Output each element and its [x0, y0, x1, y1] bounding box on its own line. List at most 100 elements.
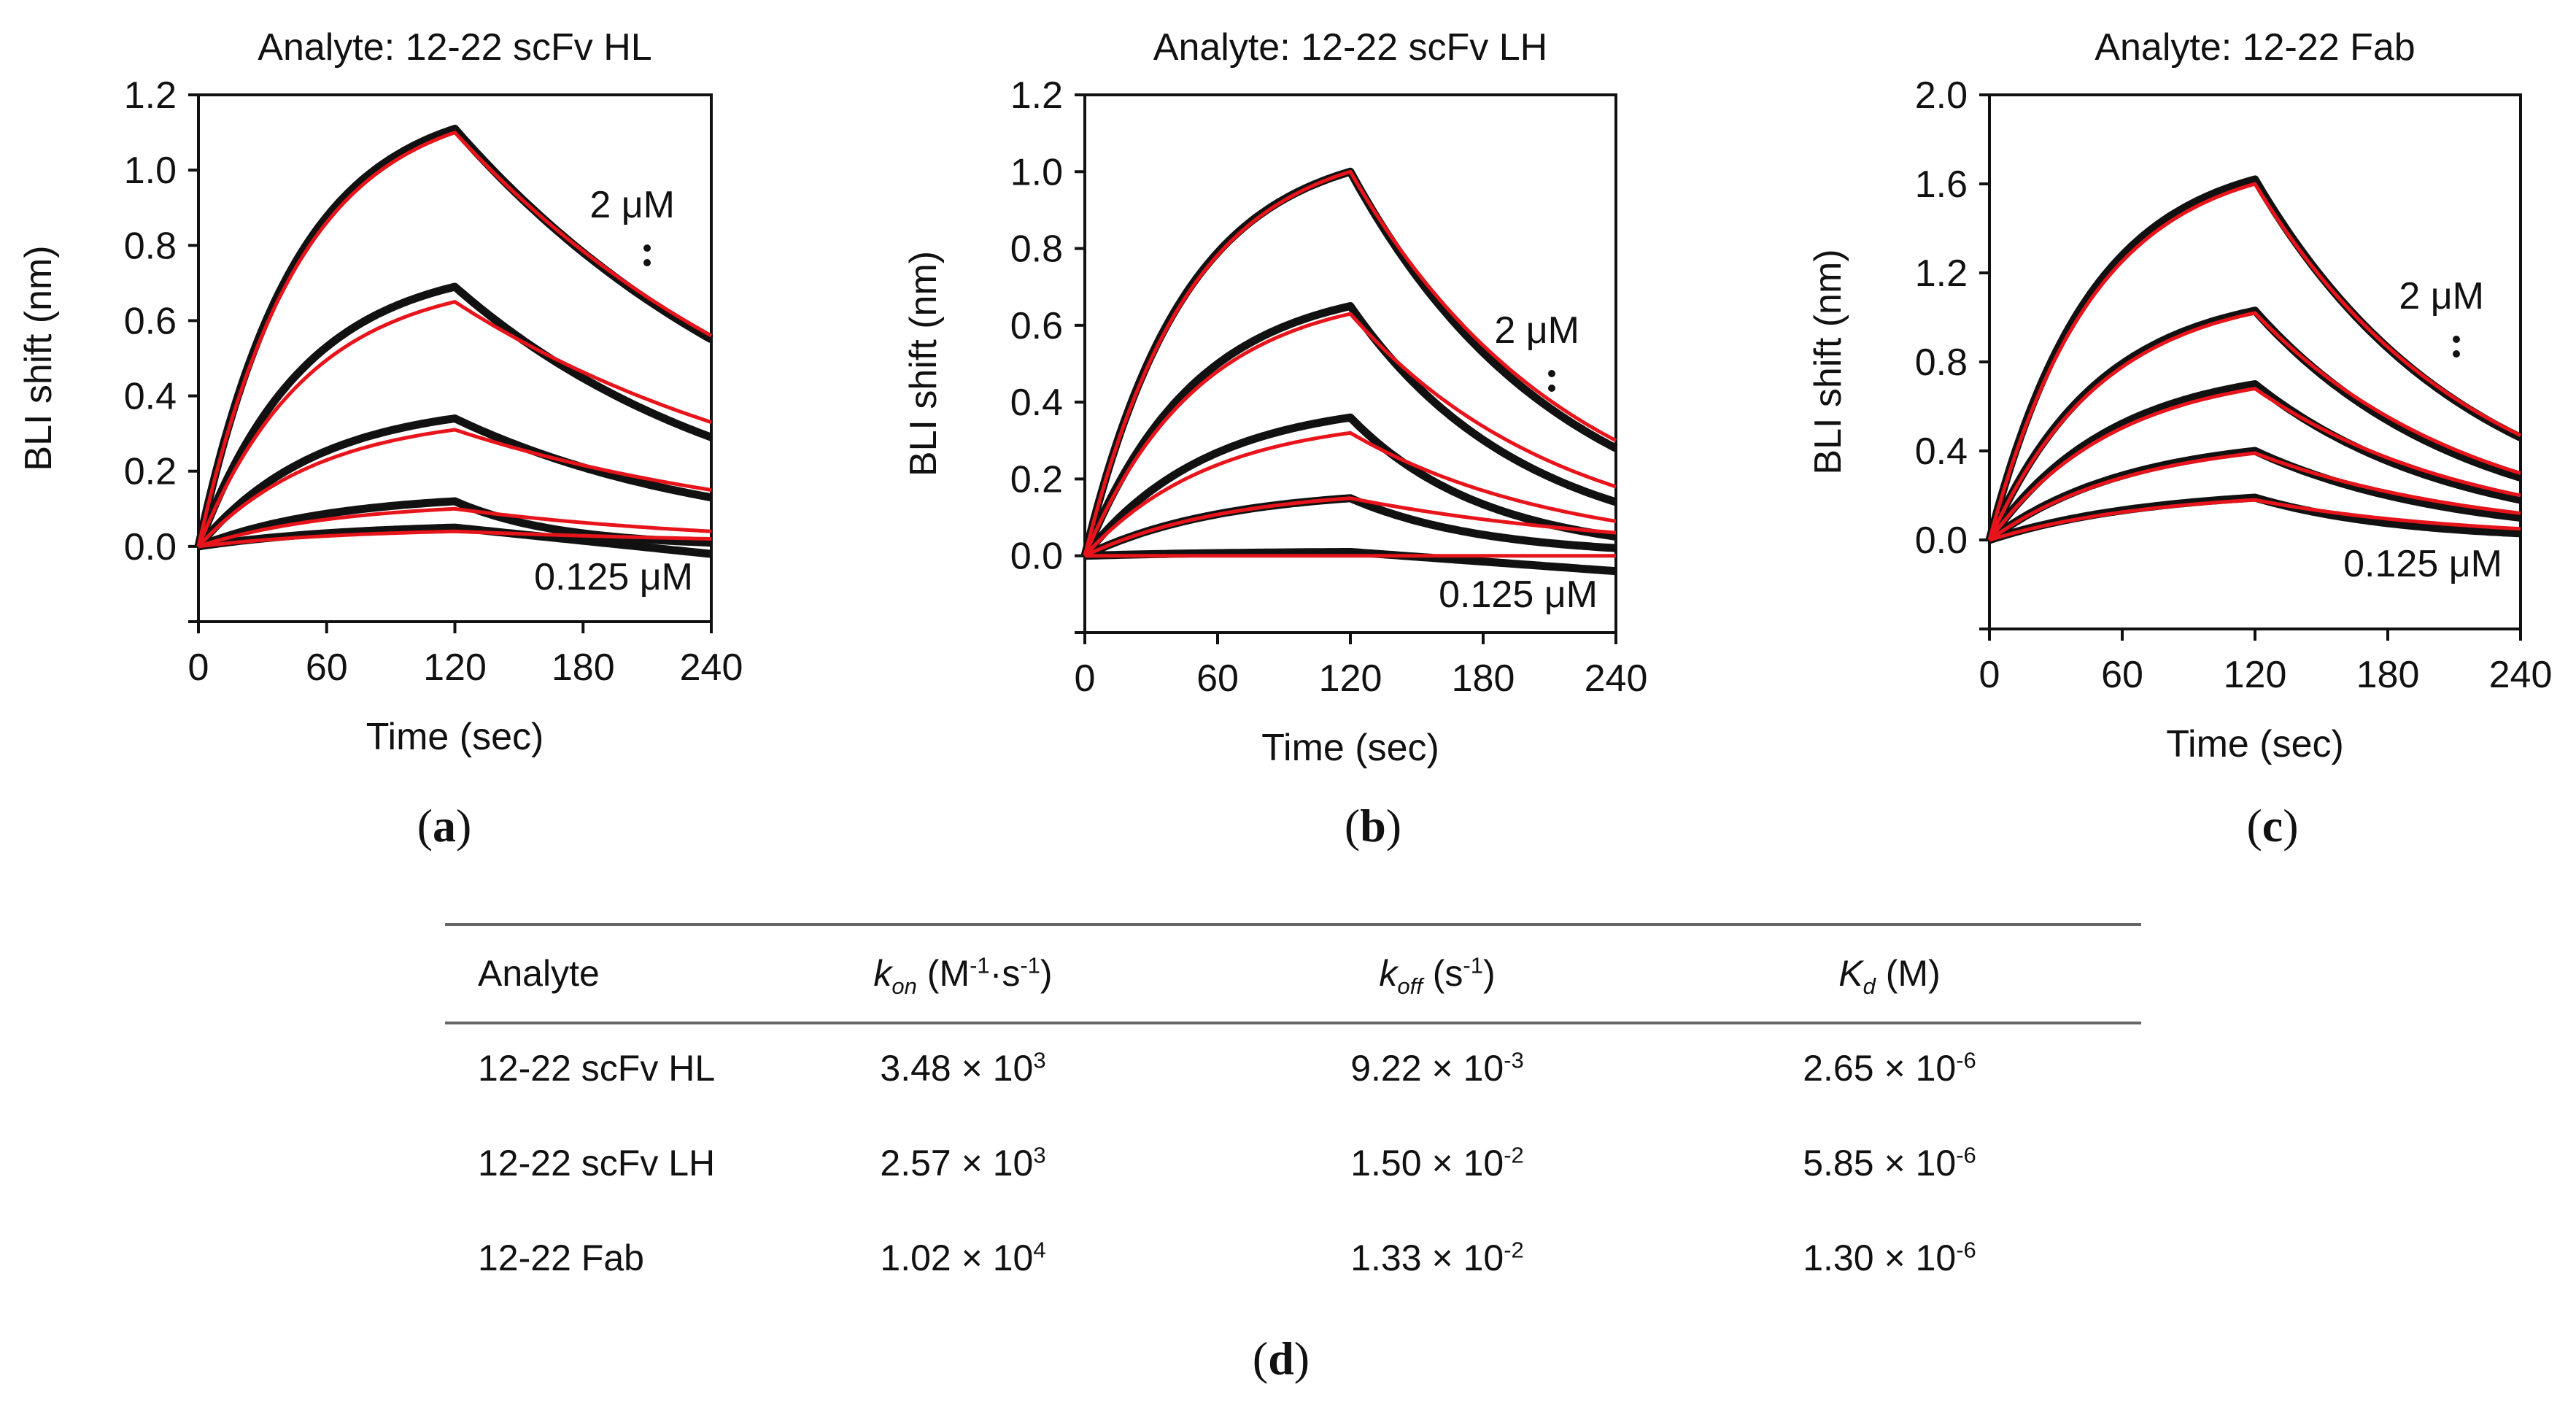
x-tick-label: 120	[1319, 657, 1382, 700]
row-3-kd: 1.30 × 10-6	[1803, 1237, 1976, 1278]
row-2-kd: 5.85 × 10-6	[1803, 1142, 1976, 1184]
ellipsis-dot	[2453, 336, 2460, 343]
row-3-analyte: 12-22 Fab	[478, 1238, 644, 1278]
series-data-line	[194, 282, 713, 548]
x-axis-label: Time (sec)	[1261, 727, 1439, 769]
chart-title: Analyte: 12-22 scFv HL	[258, 26, 651, 69]
y-tick-label: 0.2	[1010, 458, 1063, 501]
row-1-analyte: 12-22 scFv HL	[478, 1048, 716, 1089]
series-data-line	[194, 124, 713, 548]
panel-label-c: (c)	[2246, 800, 2299, 852]
series-fit-line	[1988, 387, 2521, 541]
series-fit-line	[1083, 312, 1617, 557]
series-fit-line	[196, 131, 713, 547]
y-tick-label: 0.4	[124, 376, 177, 418]
y-tick-label: 1.6	[1915, 163, 1968, 206]
x-tick-label: 0	[1075, 657, 1096, 700]
series-data-line	[1986, 380, 2522, 543]
y-tick-label: 1.2	[124, 74, 177, 117]
annotation-top: 2 μM	[1494, 309, 1579, 352]
x-axis-label: Time (sec)	[2166, 723, 2344, 765]
y-tick-label: 0.2	[124, 451, 177, 493]
table-header-rule	[445, 1022, 2141, 1024]
row-3-koff: 1.33 × 10-2	[1350, 1237, 1524, 1278]
x-tick-label: 120	[423, 646, 487, 689]
row-1-koff: 9.22 × 10-3	[1350, 1047, 1524, 1089]
row-1-kd: 2.65 × 10-6	[1803, 1047, 1976, 1089]
x-tick-label: 60	[2101, 654, 2143, 696]
y-axis-label: BLI shift (nm)	[18, 245, 60, 471]
panel-label-b: (b)	[1344, 800, 1402, 852]
table-top-rule	[445, 923, 2141, 926]
x-tick-label: 0	[1979, 654, 2000, 696]
x-tick-label: 60	[1196, 657, 1239, 700]
chart-a: Analyte: 12-22 scFv HL 0.0 0.2 0.4 0.6 0.8 1.0…	[18, 26, 743, 758]
y-tick-label: 0.4	[1915, 430, 1968, 473]
series-data-line	[198, 523, 712, 558]
y-tick-label: 0.6	[124, 300, 177, 342]
header-analyte: Analyte	[478, 953, 600, 994]
y-tick-label: 0.0	[1915, 520, 1968, 562]
series-data-line	[1084, 548, 1617, 576]
y-axis-label: BLI shift (nm)	[902, 251, 945, 476]
header-kon: kon (M-1·s-1)	[873, 952, 1053, 999]
row-1-kon: 3.48 × 103	[880, 1047, 1046, 1089]
y-tick-label: 0.0	[1010, 536, 1063, 578]
row-3-kon: 1.02 × 104	[880, 1237, 1046, 1278]
series-data-line	[195, 414, 713, 549]
annotation-bottom: 0.125 μM	[534, 556, 693, 598]
annotation-top: 2 μM	[2399, 275, 2484, 317]
chart-b: Analyte: 12-22 scFv LH 0.0 0.2 0.4 0.6 0.8 1.0…	[902, 26, 1647, 769]
x-tick-label: 240	[680, 646, 743, 689]
x-tick-label: 60	[306, 646, 348, 689]
y-tick-label: 0.4	[1010, 382, 1063, 424]
x-axis-label: Time (sec)	[366, 716, 544, 758]
x-tick-label: 180	[552, 646, 615, 689]
annotation-bottom: 0.125 μM	[1439, 574, 1598, 616]
series-fit-line	[1988, 451, 2521, 542]
series-fit-line	[1987, 182, 2522, 541]
row-2-analyte: 12-22 scFv LH	[478, 1143, 716, 1184]
y-tick-label: 0.8	[1915, 341, 1968, 384]
charts-canvas: Analyte: 12-22 scFv HL 0.0 0.2 0.4 0.6 0.8 1.0…	[18, 26, 2552, 769]
y-tick-label: 2.0	[1915, 74, 1968, 117]
series-data-line	[1985, 175, 2523, 541]
y-tick-label: 0.8	[124, 225, 177, 267]
series-fit-line	[198, 529, 712, 549]
annotation-top: 2 μM	[589, 184, 675, 226]
ellipsis-dot	[1548, 385, 1555, 392]
series-data-line	[1081, 413, 1617, 559]
ellipsis-dot	[643, 259, 651, 266]
row-2-koff: 1.50 × 10-2	[1350, 1142, 1524, 1184]
panel-label-a: (a)	[417, 800, 472, 852]
header-koff: koff (s-1)	[1379, 952, 1496, 999]
annotation-bottom: 0.125 μM	[2343, 543, 2502, 585]
y-tick-label: 1.0	[124, 150, 177, 192]
ellipsis-dot	[1548, 370, 1555, 377]
series-fit-line	[198, 506, 712, 549]
y-tick-label: 0.6	[1010, 305, 1063, 347]
series-fit-line	[1989, 498, 2521, 542]
series-data-line	[1985, 306, 2522, 542]
header-kd: Kd (M)	[1838, 953, 1941, 999]
y-tick-label: 0.0	[124, 526, 177, 568]
x-tick-label: 0	[188, 646, 209, 689]
ellipsis-dot	[643, 244, 651, 252]
series-fit-line	[1083, 430, 1617, 557]
chart-title: Analyte: 12-22 Fab	[2095, 26, 2415, 69]
y-tick-label: 0.8	[1010, 228, 1063, 271]
ellipsis-dot	[2453, 350, 2460, 358]
x-tick-label: 120	[2224, 654, 2287, 696]
x-tick-label: 240	[2489, 654, 2553, 696]
x-tick-label: 180	[2356, 654, 2420, 696]
x-tick-label: 240	[1585, 657, 1648, 700]
y-tick-label: 1.0	[1010, 151, 1063, 193]
series-fit-line	[197, 428, 712, 548]
y-axis-label: BLI shift (nm)	[1807, 249, 1849, 474]
row-2-kon: 2.57 × 103	[880, 1142, 1046, 1184]
panel-label-d: (d)	[1252, 1332, 1310, 1384]
series-data-line	[1080, 302, 1617, 557]
y-tick-label: 1.2	[1010, 74, 1063, 117]
x-tick-label: 180	[1452, 657, 1515, 700]
chart-c: Analyte: 12-22 Fab 0.0 0.4 0.8 1.2 1.6 2.0 0 60 1…	[1807, 26, 2552, 765]
